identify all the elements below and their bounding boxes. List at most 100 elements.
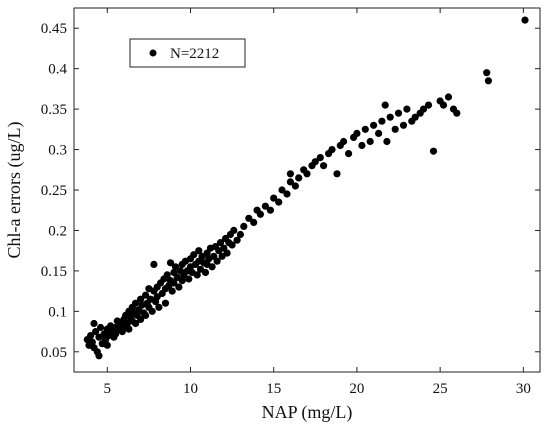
data-point	[137, 295, 145, 303]
data-point	[178, 277, 186, 285]
data-point	[295, 174, 303, 182]
legend: N=2212	[129, 38, 246, 68]
y-tick-label: 0.45	[41, 21, 67, 37]
data-point	[193, 271, 201, 279]
data-point	[166, 259, 175, 267]
data-point	[286, 178, 294, 186]
y-tick-label: 0.05	[41, 345, 67, 361]
data-point	[228, 241, 236, 249]
data-point	[88, 338, 96, 346]
data-point	[142, 311, 150, 319]
data-point	[291, 182, 299, 190]
data-point	[424, 101, 433, 109]
tick-layer: 5 10 15 20 25 30 0.05 0.1 0.15 0.2 0.25 0.3 0.35 0.4 0…	[41, 8, 540, 397]
data-point	[283, 190, 291, 198]
data-point	[190, 251, 198, 259]
y-tick-label: 0.2	[48, 223, 67, 239]
data-point	[261, 202, 269, 210]
data-point	[311, 158, 319, 166]
data-point	[142, 291, 150, 299]
data-point	[168, 287, 176, 295]
data-point	[266, 206, 274, 214]
data-point	[399, 121, 408, 129]
data-point	[240, 222, 248, 230]
x-axis-title: NAP (mg/L)	[262, 402, 353, 423]
data-point	[213, 257, 221, 265]
y-tick-label: 0.3	[48, 143, 67, 159]
x-tick-label: 20	[349, 381, 364, 397]
data-point	[103, 341, 111, 349]
data-point	[370, 121, 378, 129]
data-point	[484, 77, 492, 85]
y-tick-label: 0.25	[41, 183, 67, 199]
data-point	[521, 16, 529, 24]
data-point	[278, 186, 286, 194]
data-point	[444, 93, 453, 101]
data-point	[223, 249, 231, 257]
data-point	[275, 198, 283, 206]
data-point	[97, 323, 105, 332]
data-point	[439, 101, 448, 109]
data-point	[150, 260, 158, 268]
data-point	[163, 271, 171, 279]
data-point	[366, 137, 374, 146]
x-tick-label: 25	[433, 381, 448, 397]
data-point	[316, 154, 324, 162]
data-point	[381, 101, 389, 109]
x-tick-label: 30	[516, 381, 531, 397]
data-point	[361, 125, 369, 133]
data-point	[125, 325, 133, 333]
y-tick-label: 0.15	[41, 264, 67, 280]
plot-frame	[73, 7, 541, 373]
y-axis-title: Chl-a errors (ug/L)	[4, 122, 25, 259]
data-point	[161, 299, 170, 307]
data-point	[419, 105, 428, 113]
data-point	[137, 315, 145, 323]
y-tick-label: 0.1	[48, 304, 67, 320]
data-point	[378, 117, 386, 125]
data-point	[375, 129, 383, 137]
data-point	[195, 247, 203, 255]
data-point	[92, 328, 100, 336]
data-point	[236, 230, 244, 239]
data-point	[155, 303, 163, 311]
data-point	[132, 299, 140, 307]
data-point	[386, 113, 394, 121]
data-point	[171, 263, 180, 271]
data-point	[175, 283, 183, 291]
data-point	[233, 236, 241, 244]
data-point	[95, 352, 103, 360]
data-point	[328, 146, 336, 154]
data-point	[403, 105, 411, 113]
data-point	[383, 137, 391, 146]
x-tick-label: 15	[266, 381, 281, 397]
data-point	[132, 319, 140, 328]
data-point	[185, 275, 193, 283]
data-point	[87, 332, 95, 340]
data-point	[90, 319, 98, 328]
data-point	[208, 263, 216, 271]
data-point	[333, 170, 341, 178]
data-point	[483, 69, 491, 77]
data-point	[303, 170, 311, 178]
legend-marker	[149, 49, 157, 57]
x-tick-label: 5	[104, 381, 112, 397]
data-points	[83, 16, 529, 360]
legend-box	[129, 38, 246, 68]
x-tick-label: 10	[183, 381, 198, 397]
data-point	[391, 125, 399, 133]
data-point	[201, 268, 210, 277]
data-point	[256, 210, 264, 218]
data-point	[216, 239, 225, 247]
y-tick-label: 0.35	[41, 102, 67, 118]
y-tick-label: 0.4	[48, 62, 67, 78]
data-point	[394, 109, 403, 117]
data-point	[250, 218, 258, 226]
data-point	[245, 214, 253, 222]
data-point	[340, 137, 348, 146]
data-point	[358, 141, 366, 150]
data-point	[270, 194, 278, 202]
data-point	[286, 170, 294, 178]
data-point	[148, 307, 156, 315]
